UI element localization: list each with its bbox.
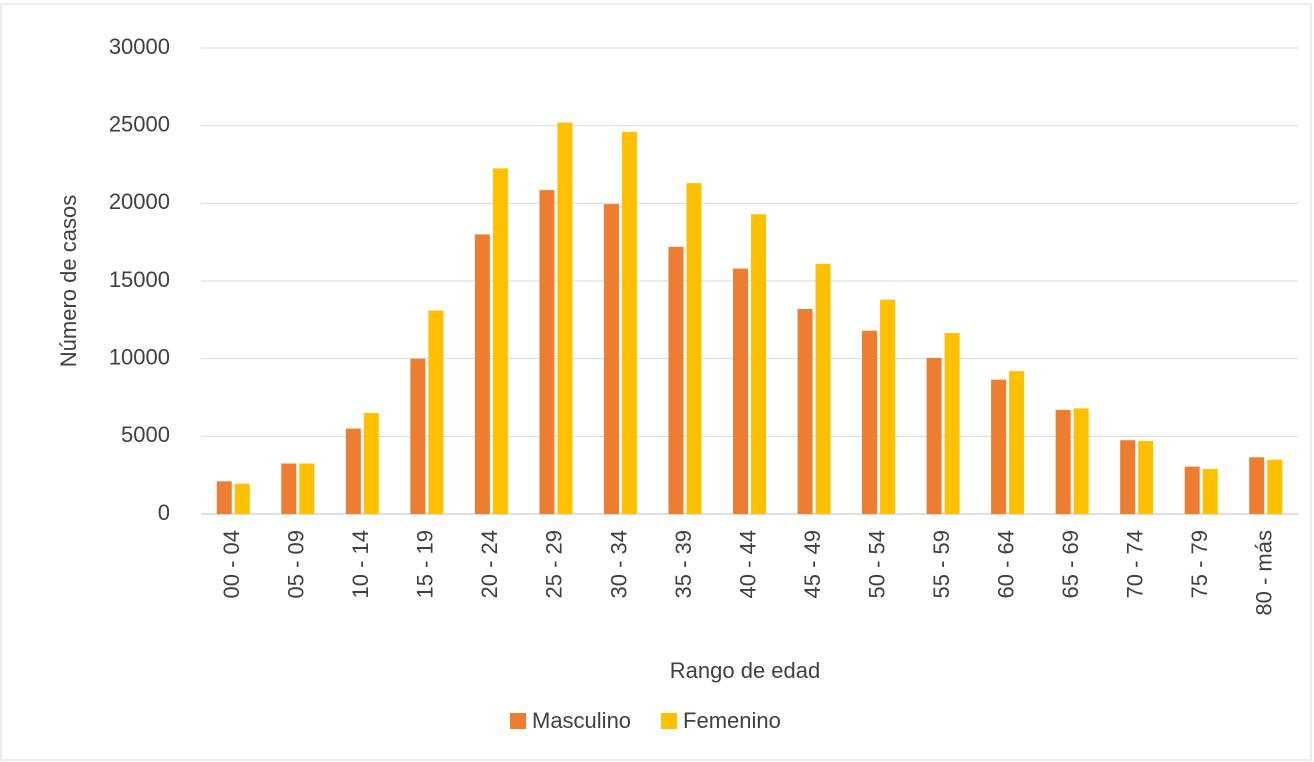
x-tick-label: 55 - 59	[929, 530, 954, 599]
bar	[797, 308, 813, 514]
y-tick-label: 30000	[109, 34, 170, 59]
bar	[281, 463, 297, 514]
bar	[1009, 371, 1025, 514]
y-tick-label: 20000	[109, 189, 170, 214]
bar	[1249, 457, 1265, 514]
x-tick-label: 35 - 39	[671, 530, 696, 599]
bar	[926, 357, 942, 514]
x-tick-label: 45 - 49	[800, 530, 825, 599]
bar	[603, 204, 619, 515]
y-tick-label: 25000	[109, 111, 170, 136]
x-axis-title: Rango de edad	[670, 658, 820, 683]
bar	[862, 330, 878, 514]
x-tick-label: 80 - más	[1252, 530, 1277, 616]
bar	[1120, 440, 1136, 514]
x-tick-label: 70 - 74	[1122, 530, 1147, 599]
bar	[991, 379, 1007, 514]
x-tick-label: 00 - 04	[219, 530, 244, 599]
bar	[492, 168, 508, 514]
bar	[621, 131, 637, 514]
bar	[1184, 466, 1200, 514]
bar	[751, 214, 766, 514]
bar	[410, 358, 426, 514]
x-tick-label: 65 - 69	[1058, 530, 1083, 599]
y-tick-label: 10000	[109, 344, 170, 369]
bar	[733, 268, 748, 514]
x-tick-label: 50 - 54	[864, 530, 889, 599]
bar	[1202, 468, 1218, 514]
x-tick-label: 60 - 64	[993, 530, 1018, 599]
legend-swatch	[510, 713, 526, 729]
x-tick-label: 10 - 14	[348, 530, 373, 599]
legend-label: Masculino	[532, 708, 631, 733]
bar	[880, 299, 896, 514]
x-tick-label: 30 - 34	[606, 530, 631, 599]
bar	[539, 190, 555, 514]
y-tick-label: 15000	[109, 267, 170, 292]
bar	[234, 483, 250, 514]
x-tick-label: 25 - 29	[542, 530, 567, 599]
chart-frame	[0, 3, 1312, 761]
bar	[428, 310, 444, 514]
x-tick-label: 15 - 19	[413, 530, 438, 599]
bar	[363, 413, 379, 514]
legend-swatch	[661, 713, 678, 729]
bar	[216, 481, 232, 514]
x-tick-label: 20 - 24	[477, 530, 502, 599]
bar	[1055, 409, 1071, 514]
y-tick-label: 0	[158, 500, 170, 525]
bar	[1267, 459, 1283, 514]
bar	[345, 428, 361, 514]
bar	[557, 122, 573, 514]
bar	[299, 463, 315, 514]
bar	[1138, 440, 1154, 514]
y-axis-title: Número de casos	[56, 195, 81, 367]
bar	[944, 333, 960, 514]
bar	[686, 183, 702, 514]
bar	[474, 234, 490, 514]
x-tick-label: 40 - 44	[735, 530, 760, 599]
bar	[668, 246, 684, 514]
legend-label: Femenino	[683, 708, 781, 733]
bar	[1073, 408, 1089, 514]
y-tick-label: 5000	[121, 422, 170, 447]
x-tick-label: 75 - 79	[1187, 530, 1212, 599]
x-tick-label: 05 - 09	[284, 530, 309, 599]
bar	[815, 263, 831, 514]
